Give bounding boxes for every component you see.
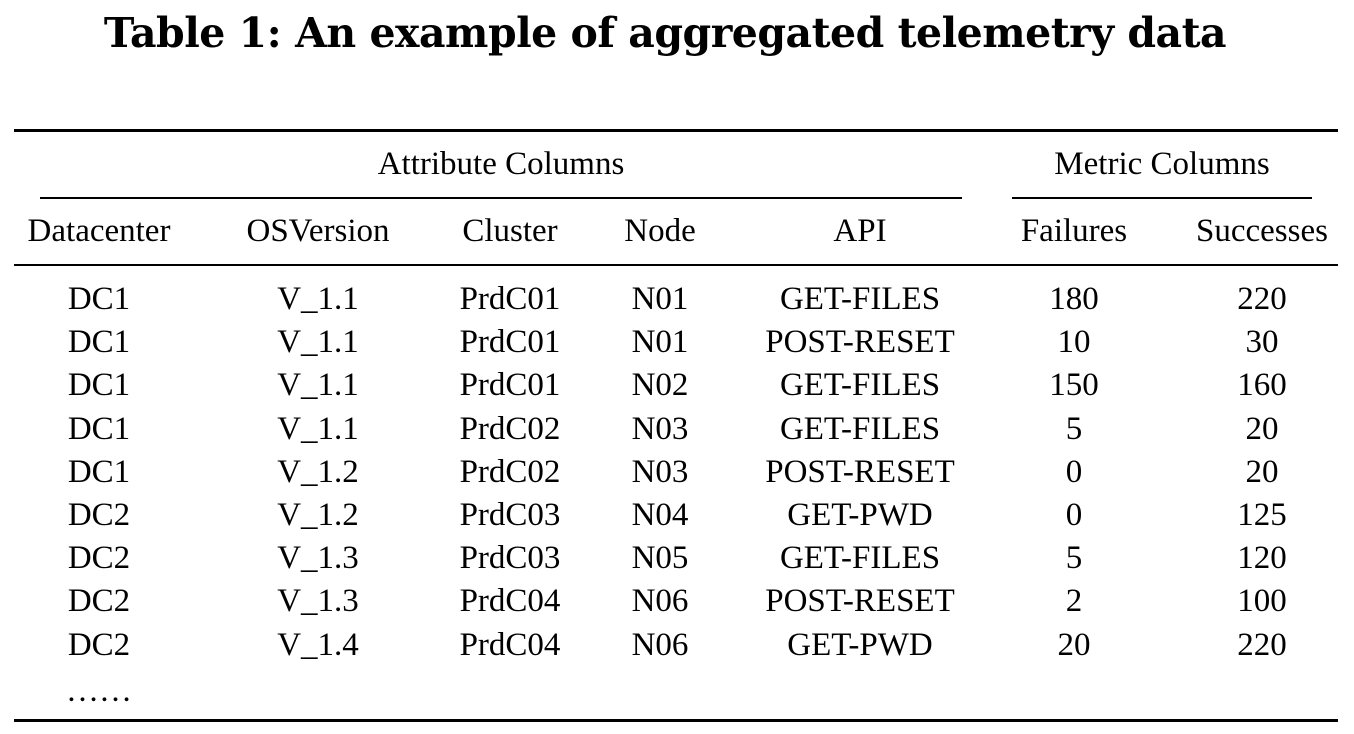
- table-cell: 20: [1245, 410, 1279, 447]
- metric-columns-header: Metric Columns: [1054, 146, 1270, 182]
- table-cell: PrdC02: [459, 410, 561, 447]
- table-cell: N03: [631, 453, 689, 490]
- metric-group-rule: [1012, 197, 1312, 199]
- column-header-failures: Failures: [1020, 213, 1128, 249]
- table-cell: DC1: [67, 281, 131, 317]
- table-cell: V_1.1: [277, 367, 359, 404]
- table-cell: PrdC01: [459, 324, 561, 361]
- table-cell: 125: [1237, 497, 1287, 533]
- table-cell: 120: [1237, 540, 1287, 577]
- table-cell: PrdC01: [459, 281, 561, 317]
- column-header-cluster: Cluster: [462, 213, 558, 249]
- table-cell: DC1: [67, 367, 131, 404]
- table-cell: DC1: [67, 324, 131, 361]
- table-cell: V_1.1: [277, 324, 359, 361]
- table-cell: V_1.2: [277, 453, 359, 490]
- column-header-successes: Successes: [1196, 213, 1328, 249]
- table-cell: POST-RESET: [765, 583, 955, 620]
- table-cell: 2: [1065, 583, 1083, 620]
- table-bottom-rule: [14, 719, 1338, 722]
- table-cell: N01: [631, 324, 689, 361]
- table-caption: Table 1: An example of aggregated teleme…: [103, 9, 1227, 57]
- column-header-datacenter: Datacenter: [27, 213, 171, 249]
- table-cell: 20: [1057, 626, 1091, 663]
- table-cell: 100: [1237, 583, 1287, 620]
- table-cell: V_1.2: [277, 497, 359, 533]
- table-cell: PrdC01: [459, 367, 561, 404]
- table-cell: 0: [1065, 497, 1083, 533]
- column-header-node: Node: [624, 213, 696, 249]
- table-cell: PrdC03: [459, 540, 561, 577]
- attribute-columns-header: Attribute Columns: [377, 146, 625, 182]
- table-cell: 20: [1245, 453, 1279, 490]
- table-cell: N01: [631, 281, 689, 317]
- table-cell: GET-PWD: [787, 497, 933, 533]
- table-cell: DC2: [67, 583, 131, 620]
- table-cell: N03: [631, 410, 689, 447]
- table-cell: GET-PWD: [787, 626, 933, 663]
- table-cell: PrdC02: [459, 453, 561, 490]
- table-cell: 0: [1065, 453, 1083, 490]
- table-cell: 160: [1237, 367, 1287, 404]
- table-cell: 180: [1049, 281, 1099, 317]
- table-cell: DC2: [67, 497, 131, 533]
- table-cell: GET-FILES: [779, 540, 941, 577]
- table-cell: 220: [1237, 626, 1287, 663]
- table-cell: V_1.3: [277, 583, 359, 620]
- table-continuation: ……: [66, 673, 132, 709]
- table-cell: POST-RESET: [765, 324, 955, 361]
- table-cell: DC1: [67, 453, 131, 490]
- table-cell: V_1.3: [277, 540, 359, 577]
- column-header-api: API: [833, 213, 887, 249]
- table-cell: 10: [1057, 324, 1091, 361]
- table-cell: GET-FILES: [779, 281, 941, 317]
- table-top-rule: [14, 129, 1338, 132]
- table-cell: 30: [1245, 324, 1279, 361]
- table-cell: N02: [631, 367, 689, 404]
- table-cell: 5: [1065, 540, 1083, 577]
- table-cell: PrdC04: [459, 583, 561, 620]
- attribute-group-rule: [40, 197, 962, 199]
- table-cell: DC2: [67, 626, 131, 663]
- table-cell: PrdC04: [459, 626, 561, 663]
- table-cell: GET-FILES: [779, 410, 941, 447]
- column-header-osversion: OSVersion: [246, 213, 390, 249]
- table-cell: 5: [1065, 410, 1083, 447]
- table-cell: N06: [631, 626, 689, 663]
- table-cell: DC1: [67, 410, 131, 447]
- table-cell: 220: [1237, 281, 1287, 317]
- table-cell: PrdC03: [459, 497, 561, 533]
- table-header-rule: [14, 264, 1338, 266]
- table-cell: V_1.4: [277, 626, 359, 663]
- table-cell: GET-FILES: [779, 367, 941, 404]
- table-cell: N06: [631, 583, 689, 620]
- table-cell: 150: [1049, 367, 1099, 404]
- table-cell: N04: [631, 497, 689, 533]
- table-cell: DC2: [67, 540, 131, 577]
- table-cell: N05: [631, 540, 689, 577]
- table-cell: V_1.1: [277, 281, 359, 317]
- table-cell: POST-RESET: [765, 453, 955, 490]
- table-cell: V_1.1: [277, 410, 359, 447]
